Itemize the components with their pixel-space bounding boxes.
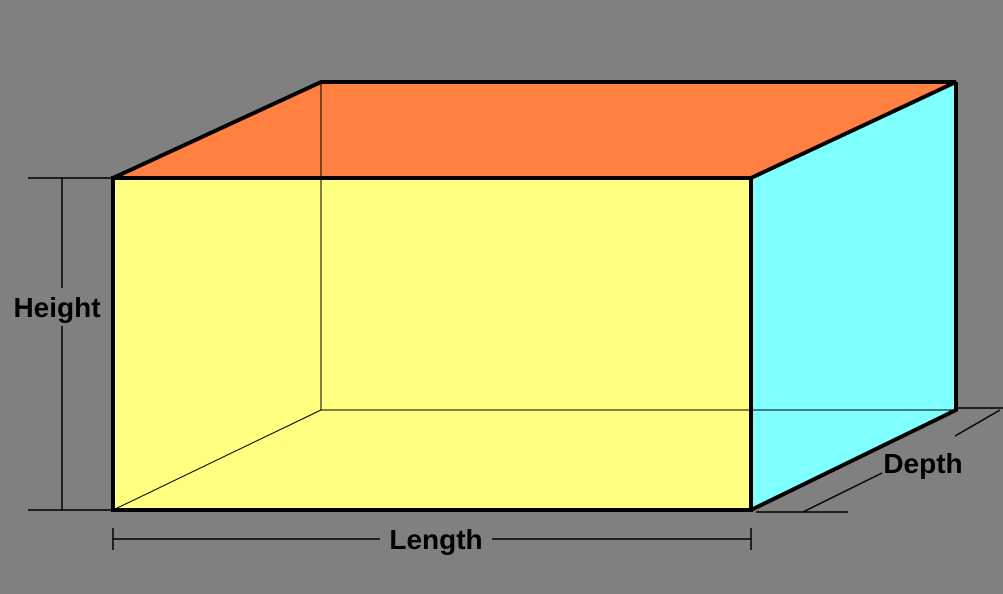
visible-edges xyxy=(111,80,958,512)
hidden-edge-bottom-left xyxy=(112,409,322,511)
length-label: Length xyxy=(389,524,482,555)
hidden-edges xyxy=(112,82,956,511)
front-face xyxy=(113,178,751,510)
depth-dimension xyxy=(756,407,1003,513)
length-dimension xyxy=(112,528,752,550)
height-label: Height xyxy=(13,292,100,323)
top-face xyxy=(113,82,956,178)
top-face-outline xyxy=(112,80,957,180)
depth-dim-line-upper xyxy=(954,409,1001,437)
side-face xyxy=(751,82,956,510)
height-dimension xyxy=(28,177,113,511)
side-face-outline xyxy=(750,82,958,512)
depth-dim-line-lower xyxy=(802,472,883,513)
depth-label: Depth xyxy=(883,448,962,479)
